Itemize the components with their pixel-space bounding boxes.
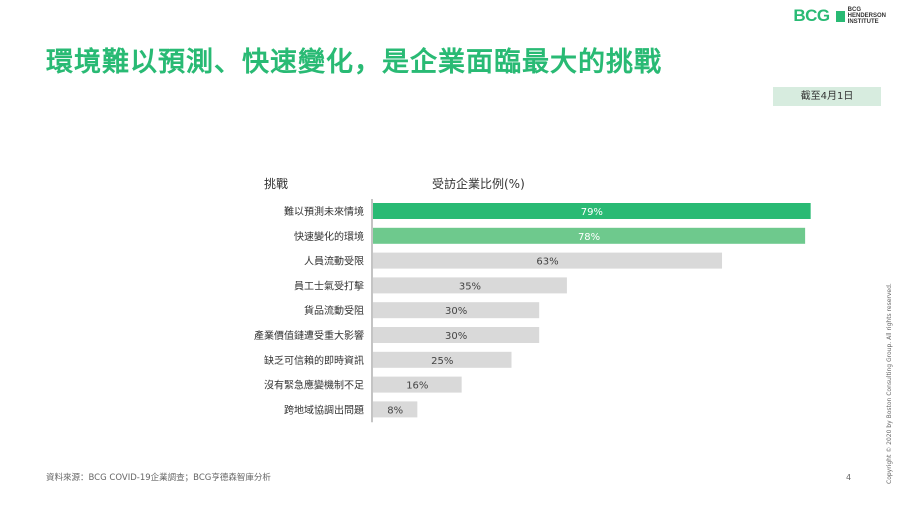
category-label-5: 貨品流動受阻 — [304, 304, 364, 317]
category-label-3: 人員流動受限 — [304, 255, 364, 268]
institute-line-2: HENDERSON — [847, 13, 886, 19]
date-badge: 截至4月1日 — [773, 87, 881, 106]
bar-4 — [373, 277, 567, 294]
bar-9 — [373, 401, 418, 418]
category-label-7: 缺乏可信賴的即時資訊 — [264, 354, 364, 367]
category-label-6: 產業價值鏈遭受重大影響 — [254, 329, 364, 342]
bar-1 — [373, 203, 811, 219]
data-label-6: 30% — [445, 331, 467, 342]
data-label-9: 8% — [387, 405, 403, 416]
category-label-1: 難以預測未來情境 — [284, 205, 364, 218]
value-header: 受訪企業比例(%) — [432, 176, 525, 191]
category-label-8: 沒有緊急應變機制不足 — [264, 379, 364, 392]
category-label-4: 員工士氣受打擊 — [294, 279, 364, 292]
bar-3 — [373, 252, 723, 269]
data-label-7: 25% — [431, 356, 453, 367]
data-label-4: 35% — [459, 281, 481, 292]
source-note: 資料來源：BCG COVID-19企業調查；BCG亨德森智庫分析 — [46, 473, 271, 483]
category-header: 挑戰 — [264, 177, 288, 191]
bar-7 — [373, 351, 512, 368]
category-label-9: 跨地域協調出問題 — [284, 403, 364, 416]
henderson-mark-icon — [835, 10, 845, 22]
data-label-5: 30% — [445, 306, 467, 317]
copyright-notice: Copyright © 2020 by Boston Consulting Gr… — [886, 283, 893, 484]
bar-8 — [373, 376, 462, 393]
page-number: 4 — [846, 473, 852, 482]
data-label-1: 79% — [581, 207, 603, 218]
page-title: 環境難以預測、快速變化，是企業面臨最大的挑戰 — [46, 47, 662, 78]
bar-6 — [373, 327, 540, 343]
data-label-3: 63% — [536, 257, 558, 268]
data-label-2: 78% — [578, 232, 600, 243]
bar-5 — [373, 302, 540, 319]
bar-2 — [373, 227, 806, 244]
data-label-8: 16% — [406, 381, 428, 392]
logo-area: BCG BCG HENDERSON INSTITUTE — [793, 6, 886, 26]
bcg-logo: BCG — [793, 6, 830, 25]
henderson-institute-logo: BCG HENDERSON INSTITUTE — [835, 7, 886, 25]
institute-line-3: INSTITUTE — [847, 19, 879, 25]
category-label-2: 快速變化的環境 — [294, 230, 364, 243]
institute-line-1: BCG — [847, 7, 861, 13]
